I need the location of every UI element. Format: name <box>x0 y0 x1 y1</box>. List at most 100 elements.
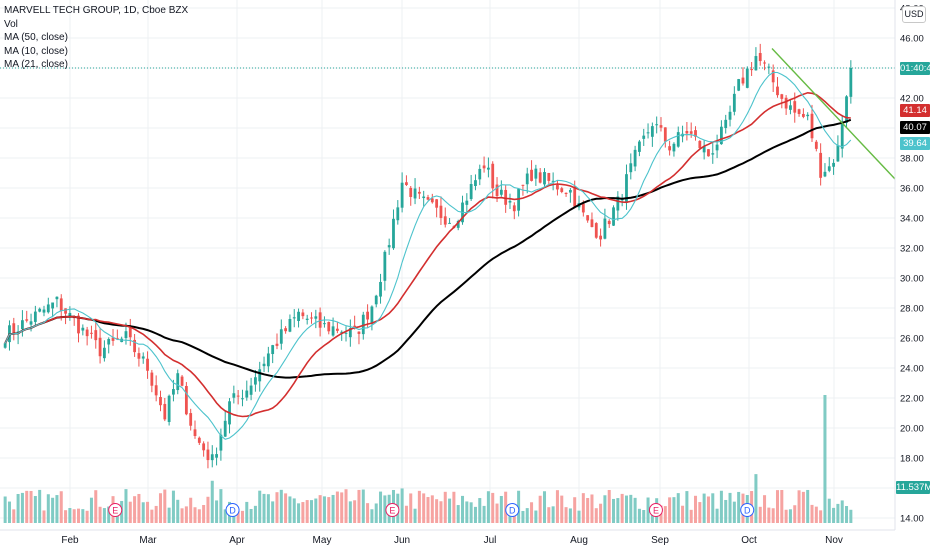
candle-body <box>724 119 728 129</box>
event-marker-label: E <box>389 506 395 516</box>
volume-bar <box>663 506 667 523</box>
candle-body <box>301 312 305 317</box>
candle-body <box>655 124 659 126</box>
candle-body <box>197 437 201 443</box>
candle-body <box>676 132 680 147</box>
price-tick-label: 18.00 <box>900 454 924 465</box>
candle-body <box>590 219 594 228</box>
candle-body <box>236 395 240 397</box>
time-tick-label: Nov <box>825 535 843 546</box>
volume-bar <box>309 500 314 523</box>
candle-body <box>266 353 270 367</box>
candle-body <box>672 143 676 152</box>
candle-body <box>124 331 128 339</box>
volume-bar <box>258 490 262 523</box>
volume-bar <box>534 510 538 523</box>
volume-bar <box>33 496 37 523</box>
volume-bar <box>322 496 326 523</box>
candle-body <box>737 79 741 91</box>
volume-bar <box>94 490 98 523</box>
candle-body <box>491 163 495 189</box>
volume-bar <box>668 497 672 523</box>
volume-bar <box>335 491 339 523</box>
legend-ma50[interactable]: MA (50, close) <box>4 32 68 44</box>
candle-body <box>141 356 145 359</box>
volume-bar <box>279 489 283 523</box>
candle-body <box>754 56 758 71</box>
volume-bar <box>366 503 370 523</box>
chart-legend: MARVELL TECH GROUP, 1D, Cboe BZX Vol MA … <box>4 4 188 72</box>
volume-bar <box>732 501 736 523</box>
volume-bar <box>253 505 257 523</box>
volume-bar <box>495 503 499 523</box>
volume-bar <box>689 509 693 523</box>
legend-ma21[interactable]: MA (21, close) <box>4 59 68 71</box>
volume-bar <box>754 474 758 523</box>
candle-body <box>732 93 736 112</box>
event-marker-circle <box>740 503 755 517</box>
candle-body <box>758 53 762 62</box>
volume-bar <box>581 493 585 523</box>
candle-body <box>573 186 577 207</box>
event-marker-circle <box>648 503 663 517</box>
volume-bar <box>711 493 715 523</box>
candle-body <box>719 126 723 145</box>
candle-body <box>642 135 646 139</box>
volume-bar <box>603 495 607 523</box>
candle-body <box>223 420 227 437</box>
price-tick-label: 36.00 <box>900 184 924 195</box>
volume-bar <box>430 495 434 523</box>
volume-bar <box>374 503 378 523</box>
candle-body <box>323 323 326 325</box>
legend-ma10[interactable]: MA (10, close) <box>4 45 68 57</box>
volume-bar <box>452 491 456 523</box>
candle-body <box>409 187 413 197</box>
symbol-title[interactable]: MARVELL TECH GROUP, 1D, Cboe BZX <box>4 5 189 16</box>
candlesticks <box>3 43 853 469</box>
volume-bar <box>236 510 240 523</box>
volume-tag: 11.537M <box>896 481 932 494</box>
candle-body <box>789 105 792 110</box>
countdown-tag: 01:40:40 <box>900 62 932 75</box>
volume-bar <box>404 505 408 523</box>
candle-body <box>85 329 89 337</box>
candle-body <box>551 180 555 182</box>
volume-bar <box>568 508 572 523</box>
legend-volume[interactable]: Vol <box>4 18 18 30</box>
currency-button[interactable]: USD <box>902 6 926 23</box>
candle-body <box>776 86 779 96</box>
time-tick-label: Jun <box>394 535 410 546</box>
candle-body <box>633 149 637 167</box>
candle-body <box>33 311 37 322</box>
volume-bar <box>681 505 685 523</box>
candle-body <box>430 198 434 203</box>
volume-bar <box>616 498 620 523</box>
volume-bar <box>564 507 568 523</box>
time-tick-label: Apr <box>229 535 245 546</box>
event-marker-label: E <box>653 506 659 516</box>
volume-bar <box>348 501 352 523</box>
volume-bar <box>146 501 150 523</box>
volume-bar <box>577 510 581 523</box>
volume-bar <box>59 491 63 523</box>
moving-averages <box>4 48 896 440</box>
candle-body <box>607 220 611 225</box>
candle-body <box>314 316 318 319</box>
volume-bar <box>719 490 723 523</box>
volume-bar <box>763 495 767 523</box>
price-tick-label: 22.00 <box>900 394 924 405</box>
volume-bar <box>840 500 844 523</box>
candle-body <box>111 337 115 341</box>
volume-bar <box>586 497 590 523</box>
candle-body <box>474 180 477 187</box>
volume-bar <box>171 490 175 523</box>
candle-body <box>495 184 499 197</box>
candle-body <box>262 363 266 367</box>
volume-bar <box>620 493 624 523</box>
volume-bar <box>456 505 460 523</box>
volume-bar <box>706 496 710 523</box>
volume-bar <box>845 506 849 523</box>
volume-bar <box>573 497 577 523</box>
